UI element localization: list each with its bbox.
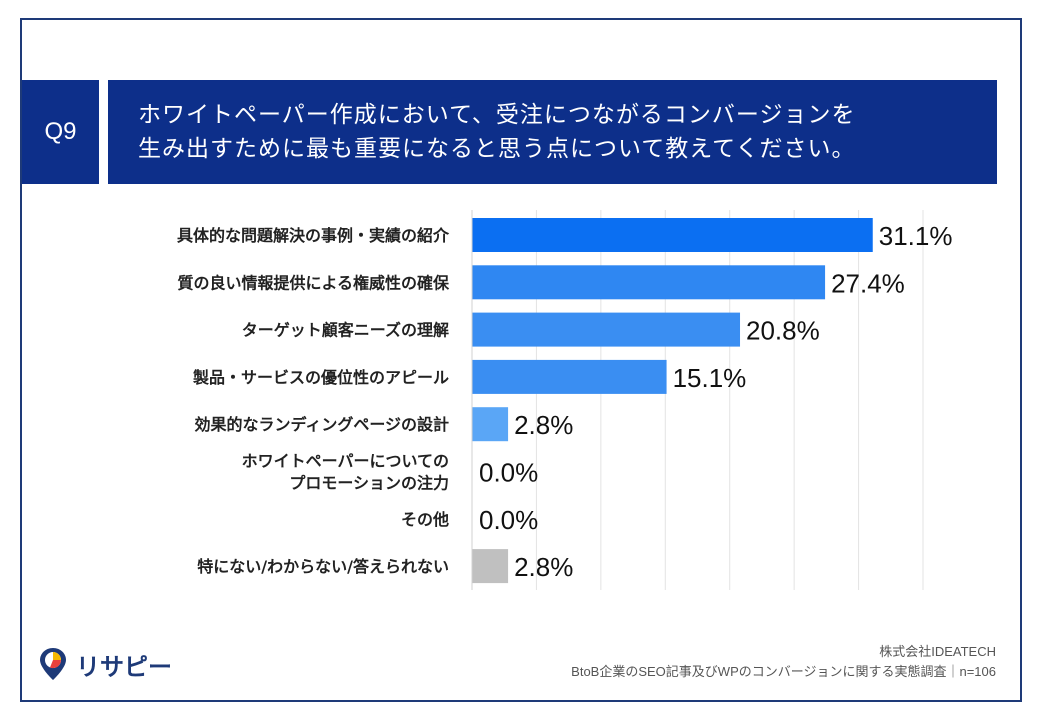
category-label: ターゲット顧客ニーズの理解 (242, 321, 449, 340)
bar (472, 312, 741, 347)
category-label: プロモーションの注力 (289, 474, 449, 493)
data-label: 0.0% (479, 458, 538, 488)
category-label: ホワイトペーパーについての (242, 452, 449, 471)
data-label: 15.1% (673, 363, 747, 393)
data-label: 2.8% (514, 410, 573, 440)
footer: 株式会社IDEATECH BtoB企業のSEO記事及びWPのコンバージョンに関す… (571, 642, 996, 682)
data-label: 2.8% (514, 552, 573, 582)
bar (472, 265, 826, 300)
data-label: 0.0% (479, 505, 538, 535)
brand-logo: リサピー (38, 646, 172, 682)
category-label: 製品・サービスの優位性のアピール (192, 368, 449, 387)
bar (472, 359, 667, 394)
bar (472, 407, 509, 442)
category-label: 効果的なランディングページの設計 (194, 415, 449, 434)
bar (472, 218, 873, 252)
question-title: ホワイトペーパー作成において、受注につながるコンバージョンを 生み出すために最も… (108, 80, 997, 184)
category-label: 具体的な問題解決の事例・実績の紹介 (177, 226, 450, 245)
category-label: その他 (401, 510, 449, 529)
logo-pin-icon (40, 648, 66, 680)
category-label: 質の良い情報提供による権威性の確保 (177, 273, 450, 292)
question-title-line-1: ホワイトペーパー作成において、受注につながるコンバージョンを (138, 102, 856, 128)
data-label: 20.8% (746, 316, 820, 346)
footer-source: BtoB企業のSEO記事及びWPのコンバージョンに関する実態調査｜n=106 (571, 664, 996, 679)
data-label: 31.1% (879, 221, 953, 251)
logo-text: リサピー (76, 652, 172, 681)
category-label: 特にない/わからない/答えられない (197, 557, 449, 576)
question-title-line-2: 生み出すために最も重要になると思う点について教えてください。 (138, 136, 856, 162)
bar (472, 549, 509, 584)
chart-frame: Q9 ホワイトペーパー作成において、受注につながるコンバージョンを 生み出すため… (20, 18, 1022, 702)
footer-company: 株式会社IDEATECH (879, 644, 996, 659)
data-label: 27.4% (831, 268, 905, 298)
question-tag: Q9 (22, 80, 99, 184)
